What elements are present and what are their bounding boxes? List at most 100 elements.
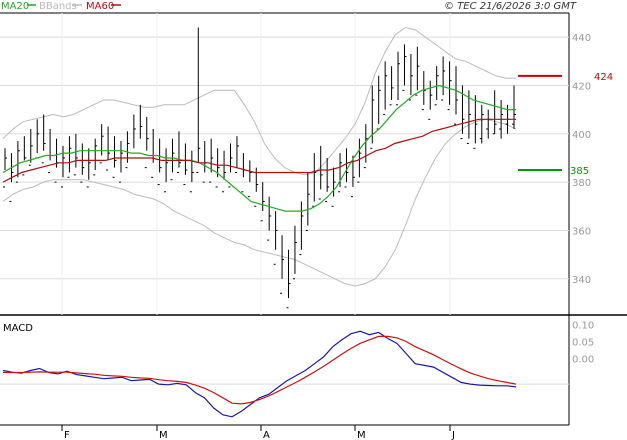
ohlc-bar xyxy=(22,136,27,176)
price-grid xyxy=(0,36,569,280)
ohlc-bar xyxy=(131,114,136,159)
bollinger-bands xyxy=(2,26,517,287)
signal-line xyxy=(3,335,517,405)
ohlc-bar xyxy=(428,80,433,120)
ohlc-bar xyxy=(396,51,401,106)
ohlc-bar xyxy=(189,150,194,193)
ohlc-bar xyxy=(344,148,349,188)
ohlc-bar xyxy=(479,104,484,144)
ohlc-bar xyxy=(202,141,207,183)
ohlc-bar xyxy=(118,141,123,183)
ohlc-bar xyxy=(93,138,98,176)
ohlc-bar xyxy=(54,138,59,183)
ohlc-bar xyxy=(312,153,317,207)
ohlc-bar xyxy=(157,138,162,186)
ohlc-bar xyxy=(170,138,175,181)
ohlc-bar xyxy=(80,143,85,183)
price-y-tick-label: 440 xyxy=(572,33,591,44)
ohlc-bar xyxy=(350,155,355,198)
ohlc-bar xyxy=(357,138,362,183)
price-y-tick-label: 360 xyxy=(572,226,591,237)
price-levels: 424 385 xyxy=(518,72,613,177)
ohlc-bar xyxy=(196,27,201,173)
ohlc-bar xyxy=(408,54,413,101)
ohlc-bar xyxy=(280,235,285,294)
ohlc-bar xyxy=(273,211,278,265)
ohlc-bar xyxy=(421,70,426,111)
x-tick-label: M xyxy=(159,430,168,440)
ohlc-bar xyxy=(215,148,220,188)
macd-line xyxy=(2,330,517,418)
ohlc-bar xyxy=(370,85,375,149)
legend-label-ma20: MA20 xyxy=(1,1,29,12)
ohlc-bar xyxy=(125,131,130,169)
ohlc-bar xyxy=(267,196,272,241)
price-y-tick-label: 400 xyxy=(572,130,591,141)
ohlc-bar xyxy=(241,153,246,193)
ohlc-bar xyxy=(338,153,343,193)
ohlc-bar xyxy=(144,116,149,169)
ohlc-bar xyxy=(176,131,181,173)
ohlc-bar xyxy=(415,46,420,96)
ohlc-bar xyxy=(209,138,214,183)
legend: MA20 BBands MA60 xyxy=(1,1,121,12)
legend-label-ma60: MA60 xyxy=(86,1,114,12)
ohlc-bar xyxy=(434,66,439,106)
ohlc-bar xyxy=(106,126,111,171)
legend-label-bbands: BBands xyxy=(39,1,77,12)
ohlc-bar xyxy=(466,90,471,144)
ohlc-bar xyxy=(67,136,72,178)
macd-y-tick-label: 0.10 xyxy=(572,321,594,332)
ohlc-bar xyxy=(318,145,323,200)
ohlc-bar xyxy=(299,201,304,256)
ohlc-bar xyxy=(41,114,46,164)
level-label: 424 xyxy=(594,72,613,83)
ma60-line xyxy=(2,118,516,183)
ohlc-bar xyxy=(363,124,368,169)
macd-title: MACD xyxy=(3,323,33,334)
ohlc-bar xyxy=(292,225,297,280)
ohlc-bar xyxy=(222,150,227,193)
ohlc-bar xyxy=(234,136,239,173)
ma20-line xyxy=(2,84,516,212)
ohlc-bar xyxy=(402,44,407,91)
ohlc-bar xyxy=(376,75,381,130)
ohlc-bar xyxy=(512,85,516,129)
ohlc-bar xyxy=(183,143,188,186)
x-tick-label: F xyxy=(64,430,70,440)
ohlc-bar xyxy=(164,148,169,193)
moving-averages xyxy=(2,84,516,212)
price-y-axis: 340 360 380 400 420 440 xyxy=(572,33,591,286)
ohlc-bar xyxy=(73,133,78,176)
x-tick-label: J xyxy=(451,430,455,440)
ohlc-bar xyxy=(254,167,259,207)
ohlc-bar xyxy=(138,104,143,154)
ohlc-bar xyxy=(447,61,452,111)
ohlc-bar xyxy=(383,61,388,115)
price-y-tick-label: 380 xyxy=(572,178,591,189)
ohlc-bar xyxy=(260,182,265,222)
ohlc-bar xyxy=(247,160,252,198)
ohlc-bar xyxy=(325,157,330,202)
ohlc-bar xyxy=(151,128,156,178)
ohlc-bar xyxy=(228,143,233,188)
ohlc-bar xyxy=(15,141,20,183)
ohlc-bar xyxy=(454,66,459,125)
price-y-tick-label: 340 xyxy=(572,275,591,286)
level-label: 385 xyxy=(570,166,589,177)
x-tick-label: M xyxy=(357,430,366,440)
ohlc-bar xyxy=(60,145,65,188)
bband-line xyxy=(2,118,517,287)
ohlc-bar xyxy=(86,148,91,188)
ohlc-bar xyxy=(28,128,33,166)
ohlc-bar xyxy=(99,124,104,164)
macd-y-axis: 0.10 0.05 0.00 xyxy=(572,321,594,366)
macd-y-tick-label: 0.05 xyxy=(572,338,594,349)
ohlc-bar xyxy=(35,119,40,159)
price-y-tick-label: 420 xyxy=(572,81,591,92)
copyright-text: © TEC 21/6/2026 3:0 GMT xyxy=(444,1,577,12)
ohlc-bar xyxy=(305,172,310,231)
ohlc-bar xyxy=(389,66,394,106)
